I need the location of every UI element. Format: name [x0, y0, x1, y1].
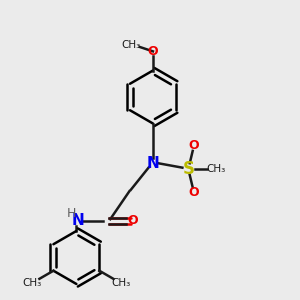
- Text: H: H: [66, 207, 76, 220]
- Text: N: N: [71, 213, 84, 228]
- Text: O: O: [188, 186, 199, 199]
- Text: CH₃: CH₃: [111, 278, 130, 288]
- Text: O: O: [127, 214, 138, 227]
- Text: O: O: [188, 139, 199, 152]
- Text: S: S: [182, 160, 194, 178]
- Text: CH₃: CH₃: [207, 164, 226, 174]
- Text: CH₃: CH₃: [121, 40, 140, 50]
- Text: CH₃: CH₃: [22, 278, 42, 288]
- Text: N: N: [147, 156, 159, 171]
- Text: O: O: [148, 45, 158, 58]
